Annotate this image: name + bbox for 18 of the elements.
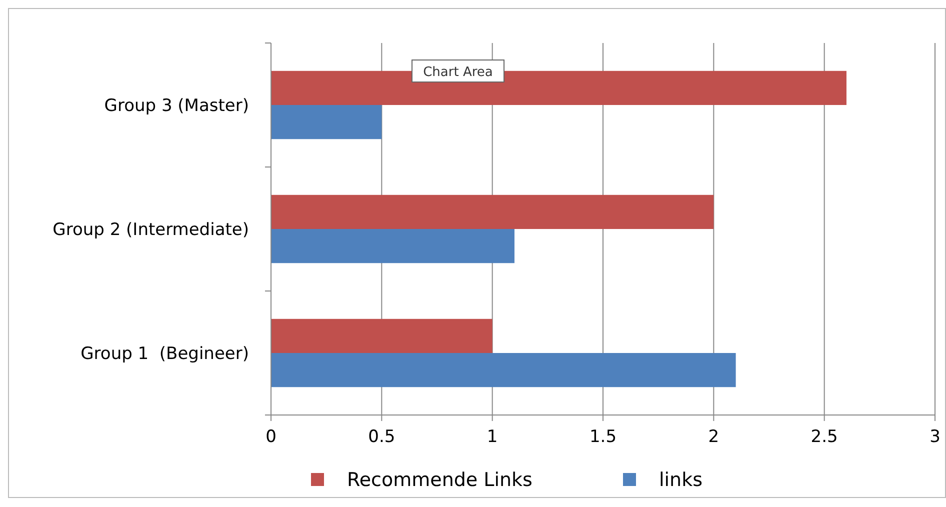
y-tick-label: Group 1 (Begineer)	[80, 344, 249, 364]
x-tick-label: 1	[486, 427, 498, 447]
x-tick-label: 0.5	[368, 427, 396, 447]
y-tick-label: Group 3 (Master)	[104, 96, 249, 116]
x-tick-label: 1.5	[589, 427, 617, 447]
annotation: Chart Area	[423, 65, 493, 80]
x-tick-label: 0	[266, 427, 276, 447]
bar	[271, 229, 514, 264]
bar	[271, 194, 714, 229]
x-tick-label: 3	[930, 427, 940, 447]
legend-label: links	[659, 469, 703, 491]
bar	[271, 105, 382, 140]
x-tick-label: 2	[708, 427, 720, 447]
legend-label: Recommende Links	[347, 469, 532, 491]
y-tick-label: Group 2 (Intermediate)	[52, 220, 249, 240]
bar	[271, 318, 492, 353]
bar	[271, 353, 736, 388]
x-tick-label: 2.5	[810, 427, 838, 447]
